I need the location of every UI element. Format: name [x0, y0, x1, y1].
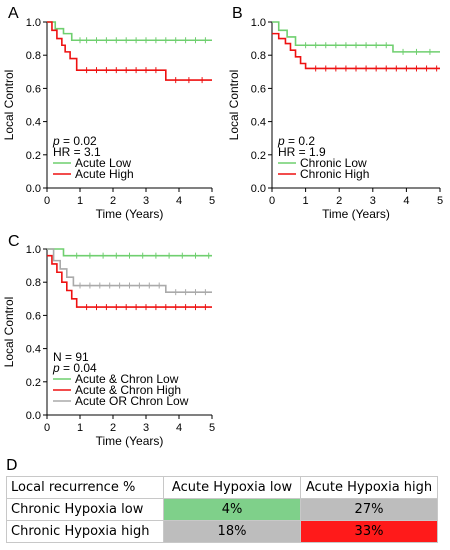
panel-c-plot: C 0 1 2 3 4 5 0.0 0.2 0.4 0.6 0.8 1.0 Time (Years) Loc…	[2, 233, 215, 448]
y-tick-label: 0.8	[26, 50, 41, 62]
y-tick-label: 0.2	[26, 377, 41, 389]
stat-value: HR = 1.9	[278, 145, 326, 159]
stat-annotation: N = 91	[53, 350, 89, 364]
y-tick-label: 0.6	[251, 83, 266, 95]
stat-annotation: p = 0.04	[52, 361, 97, 375]
stat-symbol: p	[52, 361, 60, 375]
x-tick-label: 3	[370, 195, 376, 207]
y-tick-label: 0.2	[26, 150, 41, 162]
legend-label: Acute OR Chron Low	[75, 394, 189, 408]
table-header-cell: Local recurrence %	[6, 476, 164, 499]
x-axis-title: Time (Years)	[96, 207, 164, 221]
km-curve	[272, 21, 440, 53]
x-tick-label: 3	[143, 195, 149, 207]
y-axis-title: Local Control	[2, 70, 16, 141]
row-label: Chronic Hypoxia high	[6, 520, 164, 543]
panel-letter: A	[8, 5, 19, 22]
x-tick-label: 1	[77, 422, 83, 434]
y-tick-label: 1.0	[251, 17, 266, 29]
y-tick-label: 0.8	[26, 277, 41, 289]
panel-letter: B	[232, 5, 243, 22]
panel-letter: C	[8, 233, 20, 250]
legend-label: Chronic Low	[300, 156, 367, 170]
table-header-cell: Acute Hypoxia low	[163, 476, 301, 499]
panel-d-letter: D	[6, 456, 18, 474]
y-tick-label: 0.2	[251, 150, 266, 162]
km-curve	[47, 248, 212, 257]
stat-annotation: p = 0.02	[52, 134, 97, 148]
value-cell: 4%	[163, 498, 301, 521]
legend-label: Acute Low	[75, 156, 131, 170]
x-tick-label: 3	[143, 422, 149, 434]
stat-symbol: p	[277, 134, 285, 148]
table-header-row: Local recurrence % Acute Hypoxia low Acu…	[6, 476, 438, 499]
panel-a-plot: A 0 1 2 3 4 5 0.0 0.2 0.4 0.6 0.8 1.0 Time (Years) Loc…	[2, 5, 215, 221]
table-row: Chronic Hypoxia low 4% 27%	[6, 498, 438, 521]
y-tick-label: 0.4	[26, 117, 41, 129]
stat-value: = 0.04	[60, 361, 97, 375]
km-curve	[47, 21, 212, 42]
x-tick-label: 4	[176, 422, 182, 434]
y-tick-label: 0.8	[251, 50, 266, 62]
y-tick-label: 0.0	[26, 183, 41, 195]
table-row: Chronic Hypoxia high 18% 33%	[6, 520, 438, 543]
x-axis-title: Time (Years)	[322, 207, 390, 221]
recurrence-table: Local recurrence % Acute Hypoxia low Acu…	[6, 476, 438, 543]
x-tick-label: 5	[209, 422, 215, 434]
legend-label: Acute & Chron High	[75, 383, 181, 397]
stat-value: N = 91	[53, 350, 89, 364]
stat-value: = 0.2	[285, 134, 316, 148]
x-axis-title: Time (Years)	[96, 434, 164, 448]
stat-value: HR = 3.1	[53, 145, 101, 159]
km-curve	[47, 248, 212, 293]
x-tick-label: 4	[176, 195, 182, 207]
stat-symbol: p	[52, 134, 60, 148]
x-tick-label: 1	[303, 195, 309, 207]
y-axis-title: Local Control	[2, 297, 16, 368]
value-cell: 18%	[163, 520, 301, 543]
x-tick-label: 0	[269, 195, 275, 207]
x-tick-label: 5	[209, 195, 215, 207]
panel-b-plot: B 0 1 2 3 4 5 0.0 0.2 0.4 0.6 0.8 1.0 Time (Years) Loc…	[227, 5, 443, 221]
km-curve	[47, 254, 212, 308]
x-tick-label: 0	[44, 422, 50, 434]
stat-annotation: HR = 1.9	[278, 145, 326, 159]
x-tick-label: 2	[110, 195, 116, 207]
y-tick-label: 0.6	[26, 83, 41, 95]
y-tick-label: 1.0	[26, 244, 41, 256]
value-cell: 27%	[300, 498, 438, 521]
value-cell: 33%	[300, 520, 438, 543]
x-tick-label: 1	[77, 195, 83, 207]
km-figure: A 0 1 2 3 4 5 0.0 0.2 0.4 0.6 0.8 1.0 Time (Years) Loc…	[2, 5, 443, 448]
x-tick-label: 5	[437, 195, 443, 207]
stat-value: = 0.02	[60, 134, 97, 148]
km-curve	[47, 21, 212, 81]
table-header-cell: Acute Hypoxia high	[300, 476, 438, 499]
y-tick-label: 0.4	[251, 117, 266, 129]
row-label: Chronic Hypoxia low	[6, 498, 164, 521]
x-tick-label: 2	[110, 422, 116, 434]
y-tick-label: 1.0	[26, 17, 41, 29]
x-tick-label: 2	[336, 195, 342, 207]
legend-label: Chronic High	[300, 167, 369, 181]
legend-label: Acute High	[75, 167, 134, 181]
stat-annotation: HR = 3.1	[53, 145, 101, 159]
km-curve	[272, 32, 440, 70]
y-tick-label: 0.0	[251, 183, 266, 195]
x-tick-label: 4	[403, 195, 409, 207]
stat-annotation: p = 0.2	[277, 134, 315, 148]
y-tick-label: 0.0	[26, 410, 41, 422]
legend-label: Acute & Chron Low	[75, 372, 179, 386]
y-tick-label: 0.6	[26, 310, 41, 322]
y-tick-label: 0.4	[26, 344, 41, 356]
x-tick-label: 0	[44, 195, 50, 207]
y-axis-title: Local Control	[227, 70, 241, 141]
